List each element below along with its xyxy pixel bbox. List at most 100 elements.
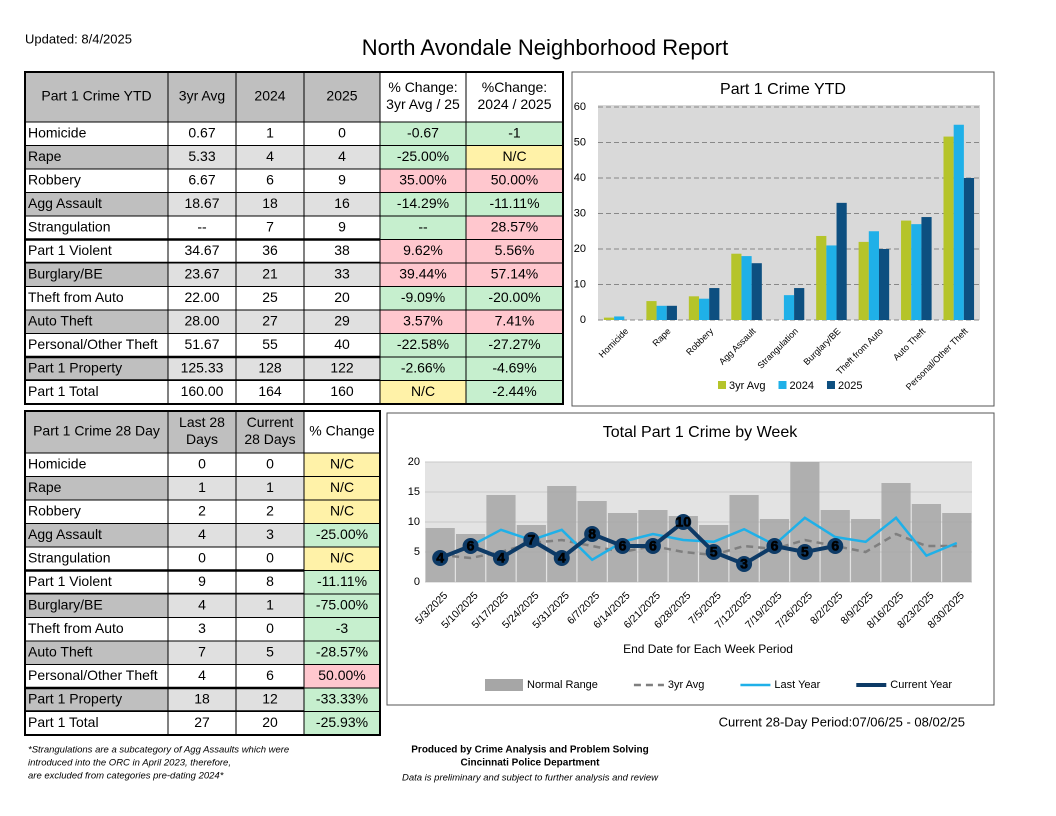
cell-value: 6 xyxy=(266,667,274,683)
y-tick-label: 20 xyxy=(574,243,586,255)
bar xyxy=(731,253,742,320)
legend-swatch xyxy=(485,679,523,691)
cell-value: -4.69% xyxy=(492,359,536,375)
y-tick-label: 50 xyxy=(574,136,586,148)
bar xyxy=(963,178,975,320)
cell-value: 0.67 xyxy=(188,124,215,140)
cell-value: 5.33 xyxy=(188,148,215,164)
cell-value: 4 xyxy=(198,596,206,612)
bar xyxy=(614,316,625,320)
row-label: Part 1 Violent xyxy=(28,242,112,258)
header-text: Current xyxy=(247,414,294,430)
cell-value: 57.14% xyxy=(491,265,538,281)
header-text: Part 1 Crime YTD xyxy=(41,88,151,104)
cell-value: 0 xyxy=(266,620,274,636)
cell-value: 160 xyxy=(330,383,354,399)
point-marker xyxy=(675,514,692,530)
bar xyxy=(816,235,827,320)
footnote: introduced into the ORC in April 2023, t… xyxy=(28,758,231,769)
x-axis-title: End Date for Each Week Period xyxy=(623,642,793,656)
row-label: Homicide xyxy=(28,124,87,140)
cell-value: 5.56% xyxy=(495,242,535,258)
cell-value: 6.67 xyxy=(188,171,215,187)
bar xyxy=(836,202,847,320)
y-tick-label: 0 xyxy=(580,314,586,326)
cell-value: N/C xyxy=(502,148,526,164)
cell-value: 128 xyxy=(258,359,282,375)
point-marker xyxy=(432,550,449,566)
cell-value: 160.00 xyxy=(181,383,224,399)
point-label: 6 xyxy=(467,538,475,554)
table-border xyxy=(24,71,564,405)
legend-label: Current Year xyxy=(890,679,952,691)
footnote: *Strangulations are a subcategory of Agg… xyxy=(28,745,289,756)
cell-value: 6 xyxy=(266,171,274,187)
cell-value: 3.57% xyxy=(403,312,443,328)
point-marker xyxy=(796,544,813,560)
y-tick-label: 20 xyxy=(408,456,420,468)
cell-value: -- xyxy=(197,218,207,234)
cell-value: 125.33 xyxy=(181,359,224,375)
point-marker xyxy=(584,526,601,542)
row-label: Auto Theft xyxy=(28,312,92,328)
y-tick-label: 40 xyxy=(574,172,586,184)
cell-value: 0 xyxy=(266,549,274,565)
cell-value: 4 xyxy=(198,526,206,542)
row-label: Agg Assault xyxy=(28,526,102,542)
header-text: 2025 xyxy=(326,88,357,104)
header-text: Last 28 xyxy=(179,414,225,430)
bar xyxy=(709,288,720,320)
cell-value: -28.57% xyxy=(316,643,368,659)
bar xyxy=(878,249,890,320)
cell-value: 4 xyxy=(338,148,346,164)
row-label: Part 1 Total xyxy=(28,714,99,730)
cell-value: -2.44% xyxy=(492,383,536,399)
y-tick-label: 0 xyxy=(414,576,420,588)
cell-value: 28.00 xyxy=(184,312,219,328)
bar xyxy=(666,305,677,320)
header-text: %Change: xyxy=(482,79,547,95)
cell-value: 122 xyxy=(330,359,354,375)
point-label: 10 xyxy=(676,514,692,530)
cell-value: -11.11% xyxy=(489,195,539,211)
point-marker xyxy=(523,532,540,548)
row-label: Homicide xyxy=(28,455,87,471)
cell-value: 40 xyxy=(334,336,350,352)
cell-value: -9.09% xyxy=(401,289,445,305)
cell-value: -27.27% xyxy=(488,336,540,352)
cell-value: 29 xyxy=(334,312,350,328)
cell-value: 9 xyxy=(198,573,206,589)
point-label: 6 xyxy=(831,538,839,554)
y-tick-label: 10 xyxy=(408,516,420,528)
row-label: Rape xyxy=(28,148,62,164)
current-period: Current 28-Day Period:07/06/25 - 08/02/2… xyxy=(719,714,965,729)
cell-value: 39.44% xyxy=(399,265,446,281)
cell-value: -- xyxy=(418,218,428,234)
cell-value: 5 xyxy=(266,643,274,659)
range-bar xyxy=(790,462,820,582)
cell-value: 28.57% xyxy=(491,218,538,234)
bar xyxy=(751,263,762,320)
bar xyxy=(699,298,710,320)
bar xyxy=(868,231,879,320)
cell-value: 1 xyxy=(198,479,206,495)
point-label: 6 xyxy=(619,538,627,554)
header-cell xyxy=(303,71,381,123)
cell-value: 2 xyxy=(266,502,274,518)
cell-value: 4 xyxy=(266,148,274,164)
y-tick-label: 10 xyxy=(574,278,586,290)
header-cell xyxy=(465,71,564,123)
point-label: 4 xyxy=(558,550,566,566)
cell-value: -0.67 xyxy=(407,124,439,140)
row-label: Theft from Auto xyxy=(28,289,124,305)
point-marker xyxy=(766,538,783,554)
cell-value: 25 xyxy=(262,289,278,305)
bar xyxy=(953,124,964,320)
cell-value: 7 xyxy=(198,643,206,659)
cell-value: 8 xyxy=(266,573,274,589)
range-bar xyxy=(486,495,516,582)
cell-value: 50.00% xyxy=(491,171,538,187)
cell-value: 21 xyxy=(262,265,278,281)
cell-value: 18.67 xyxy=(184,195,219,211)
legend-label: Normal Range xyxy=(527,679,598,691)
